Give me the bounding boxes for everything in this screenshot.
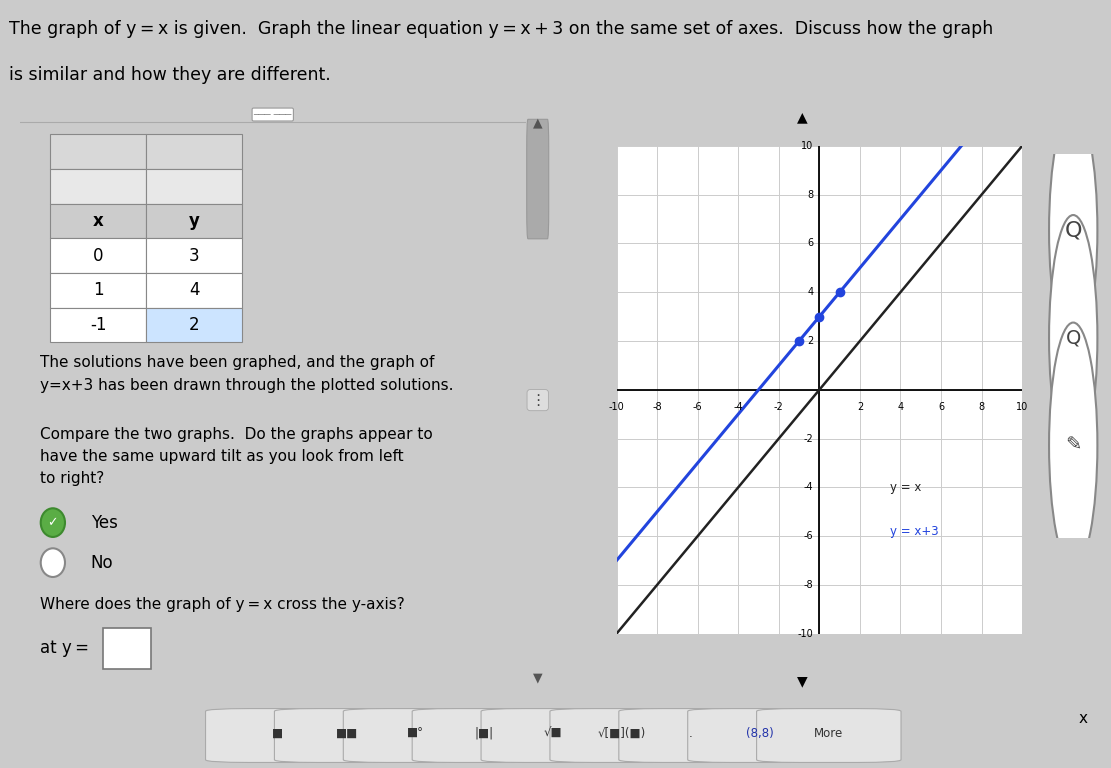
Text: 10: 10	[1015, 402, 1029, 412]
Text: More: More	[814, 727, 843, 740]
FancyBboxPatch shape	[50, 204, 147, 238]
Text: 8: 8	[979, 402, 984, 412]
Text: The graph of y = x is given.  Graph the linear equation y = x + 3 on the same se: The graph of y = x is given. Graph the l…	[9, 20, 993, 38]
Text: ─── ───: ─── ───	[253, 110, 292, 120]
Text: |■|: |■|	[474, 727, 494, 740]
Text: y = x+3: y = x+3	[890, 525, 939, 538]
Text: ✓: ✓	[48, 516, 58, 529]
FancyBboxPatch shape	[527, 119, 549, 239]
Text: ▼: ▼	[533, 671, 542, 684]
FancyBboxPatch shape	[412, 709, 557, 763]
Text: -8: -8	[652, 402, 662, 412]
FancyBboxPatch shape	[147, 307, 242, 343]
Text: 6: 6	[938, 402, 944, 412]
FancyBboxPatch shape	[688, 709, 832, 763]
Text: 2: 2	[189, 316, 200, 334]
FancyBboxPatch shape	[550, 709, 694, 763]
Text: ▼: ▼	[798, 674, 808, 688]
Text: -10: -10	[798, 628, 813, 639]
Text: Compare the two graphs.  Do the graphs appear to
have the same upward tilt as yo: Compare the two graphs. Do the graphs ap…	[40, 427, 433, 486]
FancyBboxPatch shape	[147, 273, 242, 307]
FancyBboxPatch shape	[147, 169, 242, 204]
Text: ▲: ▲	[798, 111, 808, 124]
FancyBboxPatch shape	[50, 273, 147, 307]
FancyBboxPatch shape	[103, 628, 151, 669]
Text: Where does the graph of y = x cross the y-axis?: Where does the graph of y = x cross the …	[40, 598, 406, 612]
Text: -6: -6	[693, 402, 702, 412]
FancyBboxPatch shape	[343, 709, 488, 763]
Text: 6: 6	[808, 238, 813, 249]
Circle shape	[1049, 108, 1098, 353]
Text: -10: -10	[609, 402, 624, 412]
Text: -2: -2	[803, 433, 813, 444]
Text: ▲: ▲	[533, 116, 542, 129]
Text: Q: Q	[1065, 329, 1081, 347]
Circle shape	[1049, 323, 1098, 568]
Text: -2: -2	[774, 402, 783, 412]
FancyBboxPatch shape	[147, 204, 242, 238]
FancyBboxPatch shape	[50, 238, 147, 273]
Text: at y =: at y =	[40, 639, 89, 657]
Text: -1: -1	[90, 316, 107, 334]
Text: Yes: Yes	[91, 514, 118, 531]
Text: 4: 4	[808, 287, 813, 297]
Text: is similar and how they are different.: is similar and how they are different.	[9, 66, 331, 84]
Text: 2: 2	[857, 402, 863, 412]
Text: 0: 0	[93, 247, 103, 264]
FancyBboxPatch shape	[619, 709, 763, 763]
Text: 3: 3	[189, 247, 200, 264]
Text: x: x	[1079, 710, 1088, 726]
Text: -4: -4	[733, 402, 743, 412]
Text: The solutions have been graphed, and the graph of
y=x+3 has been drawn through t: The solutions have been graphed, and the…	[40, 356, 453, 392]
Text: ⋮: ⋮	[530, 392, 546, 408]
Text: ■: ■	[272, 727, 283, 740]
Text: -4: -4	[803, 482, 813, 492]
Text: -8: -8	[803, 580, 813, 590]
Text: -6: -6	[803, 531, 813, 541]
Text: (8,8): (8,8)	[747, 727, 773, 740]
Text: ✎: ✎	[1065, 436, 1081, 455]
FancyBboxPatch shape	[50, 307, 147, 343]
Text: √[■](■): √[■](■)	[598, 727, 647, 740]
Text: y = x: y = x	[890, 481, 922, 494]
Text: 8: 8	[808, 190, 813, 200]
FancyBboxPatch shape	[147, 238, 242, 273]
Text: 4: 4	[898, 402, 903, 412]
Text: 1: 1	[93, 281, 103, 300]
Text: 2: 2	[807, 336, 813, 346]
FancyBboxPatch shape	[757, 709, 901, 763]
Text: y: y	[189, 212, 200, 230]
Text: √■: √■	[544, 727, 562, 740]
Text: .: .	[689, 727, 693, 740]
Text: 10: 10	[801, 141, 813, 151]
FancyBboxPatch shape	[274, 709, 419, 763]
Text: 4: 4	[189, 281, 200, 300]
FancyBboxPatch shape	[147, 134, 242, 169]
Circle shape	[41, 508, 64, 537]
Text: No: No	[91, 554, 113, 571]
Text: x: x	[93, 212, 103, 230]
FancyBboxPatch shape	[206, 709, 350, 763]
FancyBboxPatch shape	[50, 134, 147, 169]
Text: ■°: ■°	[407, 727, 424, 740]
FancyBboxPatch shape	[50, 169, 147, 204]
FancyBboxPatch shape	[481, 709, 625, 763]
Circle shape	[41, 548, 64, 577]
Text: Q: Q	[1064, 220, 1082, 240]
Circle shape	[1049, 215, 1098, 461]
Text: ■■: ■■	[336, 727, 358, 740]
